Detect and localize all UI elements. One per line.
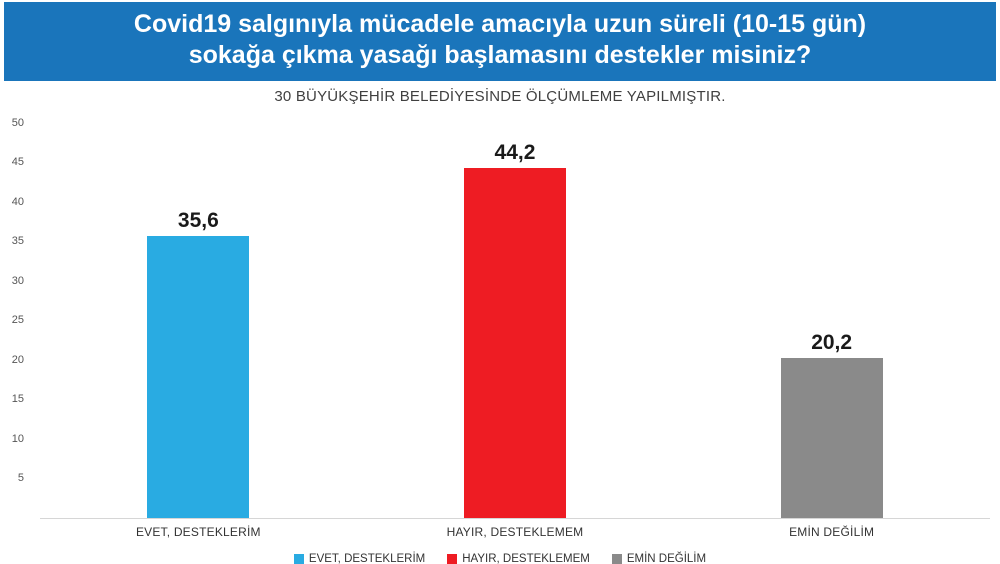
bar-1 xyxy=(463,168,566,518)
y-tick-label: 45 xyxy=(11,156,24,168)
chart-subtitle: 30 BÜYÜKŞEHİR BELEDİYESİNDE ÖLÇÜMLEME YA… xyxy=(274,87,726,105)
x-category-label-0: EVET, DESTEKLERİM xyxy=(135,524,261,539)
legend-item-2: EMİN DEĞİLİM xyxy=(611,552,707,564)
legend-label: EMİN DEĞİLİM xyxy=(626,552,707,564)
bar-value-label: 35,6 xyxy=(177,209,219,233)
bar-0 xyxy=(147,236,250,518)
y-tick-label: 10 xyxy=(11,432,24,445)
bar-value-label: 44,2 xyxy=(494,141,536,165)
legend-label: EVET, DESTEKLERİM xyxy=(308,552,426,564)
bar-value-label: 20,2 xyxy=(811,330,853,354)
bar-2 xyxy=(780,357,883,518)
legend-item-1: HAYIR, DESTEKLEMEM xyxy=(447,553,590,564)
chart-legend: EVET, DESTEKLERİM HAYIR, DESTEKLEMEM EMİN … xyxy=(0,539,1000,564)
bar-group-1: 44,2 xyxy=(358,123,672,518)
chart-title-line2: sokağa çıkma yasağı başlamasını destekle… xyxy=(188,41,812,70)
legend-label: HAYIR, DESTEKLEMEM xyxy=(462,552,590,564)
bar-group-2: 20,2 xyxy=(675,123,989,518)
bar-group-0: 35,6 xyxy=(42,123,356,518)
legend-item-0: EVET, DESTEKLERİM xyxy=(293,552,426,564)
chart-area: 5 10 15 20 25 30 35 40 45 50 35,6 44,2 20,2 EVET, D… xyxy=(0,109,1000,539)
legend-swatch-icon xyxy=(293,553,304,564)
x-category-label-2: EMİN DEĞİLİM xyxy=(789,524,875,539)
y-tick-label: 5 xyxy=(17,472,24,484)
x-category-label-1: HAYIR, DESTEKLEMEM xyxy=(446,524,584,539)
x-axis-labels: EVET, DESTEKLERİM HAYIR, DESTEKLEMEM EMİN … xyxy=(40,519,990,539)
y-tick-label: 25 xyxy=(11,314,24,326)
chart-title-banner: Covid19 salgınıyla mücadele amacıyla uzu… xyxy=(4,2,996,81)
legend-swatch-icon xyxy=(447,553,458,564)
y-tick-label: 40 xyxy=(11,195,24,208)
y-tick-label: 20 xyxy=(11,353,24,366)
bar-chart-plot-frame: 5 10 15 20 25 30 35 40 45 50 35,6 44,2 20,2 xyxy=(12,117,990,519)
plot-area: 35,6 44,2 20,2 xyxy=(40,123,990,518)
chart-title-line1: Covid19 salgınıyla mücadele amacıyla uzu… xyxy=(133,10,867,38)
y-tick-label: 15 xyxy=(11,393,24,405)
y-axis: 5 10 15 20 25 30 35 40 45 50 xyxy=(0,117,34,518)
y-tick-label: 50 xyxy=(11,116,24,129)
legend-swatch-icon xyxy=(611,553,622,564)
y-tick-label: 30 xyxy=(11,274,24,287)
y-tick-label: 35 xyxy=(11,235,24,247)
